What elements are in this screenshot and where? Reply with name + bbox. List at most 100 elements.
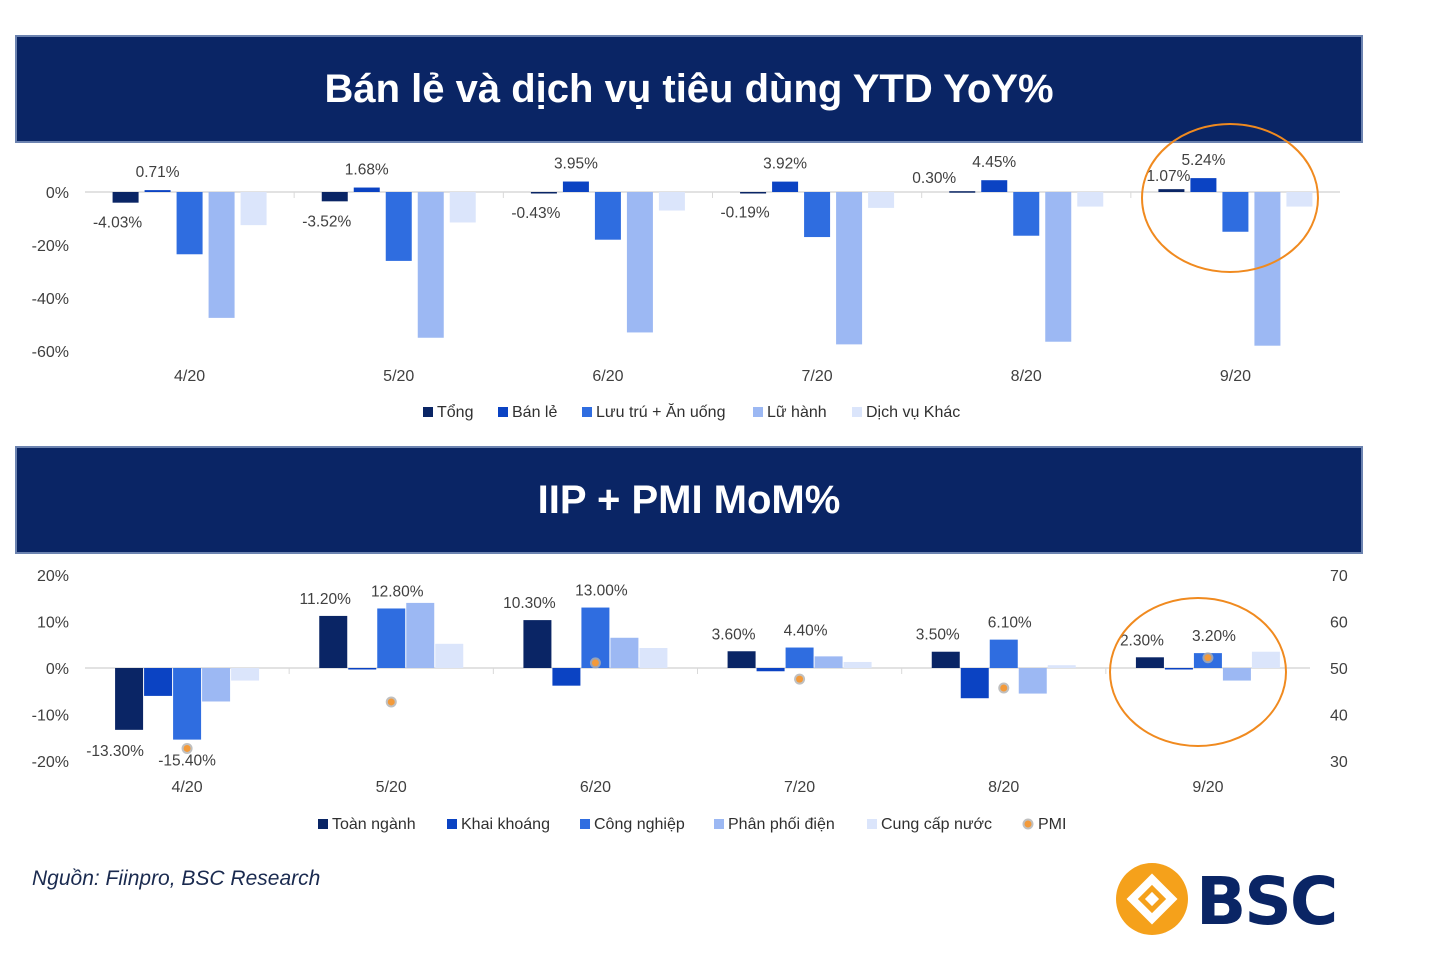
chart1-bar — [112, 192, 139, 203]
chart2-ytick-right: 40 — [1330, 708, 1348, 725]
bsc-logo-emblem-icon — [1116, 863, 1188, 935]
chart1-bar — [417, 192, 444, 338]
chart2-pmi-point — [1204, 654, 1212, 662]
chart2-ytick-right: 30 — [1330, 754, 1348, 771]
chart2-xtick: 9/20 — [1192, 779, 1223, 796]
chart2-bar — [552, 668, 581, 686]
chart2-data-label: 11.20% — [300, 591, 352, 608]
chart2-bar — [1251, 651, 1280, 668]
chart2-legend-swatch — [867, 819, 877, 829]
chart2-ytick-right: 60 — [1330, 615, 1348, 632]
chart2-bar — [931, 651, 960, 668]
bsc-logo: BSC — [1116, 863, 1338, 940]
chart2-highlight-ellipse — [1109, 597, 1287, 747]
chart2-pmi-point — [796, 675, 804, 683]
chart1-legend-label: Bán lẻ — [512, 404, 557, 421]
chart1-legend-label: Lưu trú + Ăn uống — [596, 402, 725, 421]
chart1-bar — [353, 187, 380, 192]
chart2-pmi-point — [387, 698, 395, 706]
chart2-bar — [639, 648, 668, 668]
chart1-bar — [1158, 189, 1185, 192]
chart1-legend-swatch — [753, 407, 763, 417]
chart1-legend-label: Dịch vụ Khác — [866, 404, 960, 421]
chart2-data-label: 6.10% — [988, 615, 1032, 632]
chart2-bar — [989, 639, 1018, 668]
chart1-xtick: 7/20 — [802, 368, 833, 385]
chart1-bar — [1013, 192, 1040, 236]
chart1-title: Bán lẻ và dịch vụ tiêu dùng YTD YoY% — [324, 67, 1054, 111]
chart1-bar — [144, 190, 171, 192]
chart1-bar — [321, 192, 348, 202]
chart2-bar — [756, 668, 785, 672]
chart1-bar — [449, 192, 476, 223]
chart1-bar — [981, 180, 1008, 192]
chart2-legend-label: Phân phối điện — [728, 816, 835, 833]
chart1-bar — [562, 181, 589, 192]
chart2-ytick-right: 70 — [1330, 568, 1348, 585]
chart1-data-label: 1.68% — [345, 162, 389, 179]
chart2-xtick: 5/20 — [376, 779, 407, 796]
chart2-ytick-left: -10% — [32, 708, 69, 725]
chart2-data-label: -13.30% — [86, 743, 144, 760]
chart1-bar — [740, 192, 767, 194]
chart1-bar — [626, 192, 653, 333]
chart1-bar — [594, 192, 621, 240]
chart1-data-label: 3.95% — [554, 156, 598, 173]
chart2-bar — [785, 647, 814, 668]
chart2-legend-swatch — [714, 819, 724, 829]
chart2-legend-label: PMI — [1038, 816, 1066, 833]
chart2-bar — [319, 615, 348, 668]
chart2-data-label: 10.30% — [503, 595, 556, 612]
chart2-legend-label: Công nghiệp — [594, 816, 685, 833]
chart2-bar — [843, 661, 872, 668]
chart2-data-label: 13.00% — [575, 583, 628, 600]
chart1-ytick: -60% — [32, 344, 69, 361]
chart1-bar — [949, 191, 976, 193]
chart1-legend-swatch — [498, 407, 508, 417]
chart2-legend-swatch — [1024, 820, 1032, 828]
chart1-bar — [1286, 192, 1313, 207]
chart2-xtick: 7/20 — [784, 779, 815, 796]
chart2-legend-label: Cung cấp nước — [881, 816, 992, 833]
chart2-bar — [406, 602, 435, 668]
chart2-iip-pmi: 20% 10% 0% -10% -20% 70 60 50 40 30 4/20 -13.30% -15… — [32, 568, 1348, 833]
chart2-bar — [435, 643, 464, 668]
chart1-data-label: 3.92% — [763, 156, 807, 173]
chart2-bar — [523, 620, 552, 668]
chart2-bar — [814, 656, 843, 668]
chart1-data-label: -0.19% — [721, 205, 770, 222]
chart2-pmi-point — [183, 744, 191, 752]
chart1-bar — [385, 192, 412, 261]
chart2-xtick: 4/20 — [172, 779, 203, 796]
chart1-xtick: 5/20 — [383, 368, 414, 385]
source-note: Nguồn: Fiinpro, BSC Research — [32, 867, 321, 890]
chart2-pmi-point — [591, 659, 599, 667]
chart1-bar — [176, 192, 203, 255]
chart1-title-banner: Bán lẻ và dịch vụ tiêu dùng YTD YoY% — [15, 35, 1363, 143]
chart1-bar — [1045, 192, 1072, 342]
chart1-xtick: 4/20 — [174, 368, 205, 385]
chart1-bar — [240, 192, 267, 226]
chart1-bar — [804, 192, 831, 238]
chart1-xtick: 8/20 — [1011, 368, 1042, 385]
chart2-ytick-left: 0% — [46, 661, 69, 678]
chart1-legend-swatch — [423, 407, 433, 417]
chart2-ytick-left: -20% — [32, 754, 69, 771]
chart1-legend-label: Tổng — [437, 403, 473, 421]
chart2-bar — [173, 668, 202, 740]
chart1-retail-services: 0% -20% -40% -60% 4/20 -4.03% 0.71% 5/20 -3.52% 1… — [32, 123, 1340, 421]
chart2-bar — [1222, 668, 1251, 681]
chart2-pmi-point — [1000, 684, 1008, 692]
chart1-bar — [530, 192, 557, 194]
chart1-legend-swatch — [582, 407, 592, 417]
chart1-data-label: 1.07% — [1146, 168, 1190, 185]
chart1-data-label: 5.24% — [1181, 152, 1225, 169]
chart1-ytick: -40% — [32, 291, 69, 308]
chart2-legend-label: Toàn ngành — [332, 816, 416, 833]
chart1-ytick: -20% — [32, 238, 69, 255]
chart1-bar — [658, 192, 685, 211]
chart2-bar — [727, 651, 756, 668]
chart1-data-label: -4.03% — [93, 215, 142, 232]
chart2-bar — [231, 668, 260, 681]
chart1-data-label: 4.45% — [972, 154, 1016, 171]
